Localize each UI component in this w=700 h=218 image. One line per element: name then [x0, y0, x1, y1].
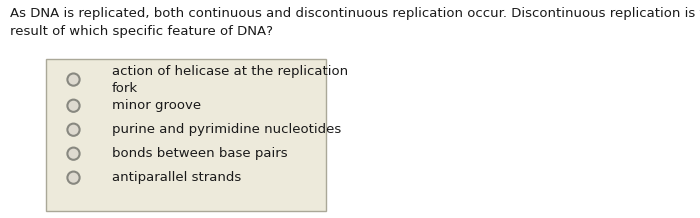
Text: action of helicase at the replication
fork: action of helicase at the replication fo… — [112, 65, 348, 95]
Text: bonds between base pairs: bonds between base pairs — [112, 147, 288, 160]
Text: minor groove: minor groove — [112, 99, 201, 112]
Text: purine and pyrimidine nucleotides: purine and pyrimidine nucleotides — [112, 123, 342, 136]
Ellipse shape — [67, 124, 80, 136]
FancyBboxPatch shape — [46, 59, 326, 211]
Ellipse shape — [67, 73, 80, 86]
Text: antiparallel strands: antiparallel strands — [112, 171, 241, 184]
Ellipse shape — [67, 148, 80, 160]
Ellipse shape — [67, 172, 80, 184]
Ellipse shape — [67, 100, 80, 112]
Text: As DNA is replicated, both continuous and discontinuous replication occur. Disco: As DNA is replicated, both continuous an… — [10, 7, 700, 37]
